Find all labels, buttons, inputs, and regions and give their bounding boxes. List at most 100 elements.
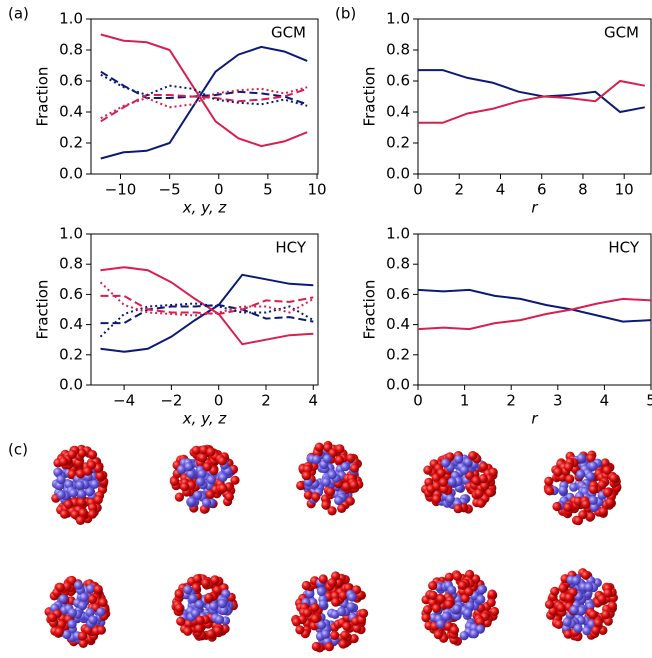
particle-cluster xyxy=(544,451,622,526)
particle xyxy=(170,477,179,486)
y-tick-label: 0.2 xyxy=(59,134,83,152)
particle xyxy=(83,467,92,476)
particle xyxy=(88,450,97,459)
particle xyxy=(432,494,441,503)
particle xyxy=(559,486,568,495)
particle xyxy=(574,624,583,633)
particle xyxy=(48,613,57,622)
particle xyxy=(312,642,321,651)
x-tick-label: 5 xyxy=(263,181,273,199)
particle xyxy=(349,480,358,489)
particle xyxy=(463,608,472,617)
particle xyxy=(589,485,598,494)
particle xyxy=(68,608,77,617)
particle xyxy=(207,475,216,484)
particle-cluster xyxy=(45,576,111,648)
particle xyxy=(319,600,328,609)
particle xyxy=(487,598,496,607)
particle xyxy=(184,462,193,471)
x-tick-label: −4 xyxy=(113,392,135,410)
particle xyxy=(328,470,337,479)
particle xyxy=(558,583,567,592)
annotation: GCM xyxy=(604,24,639,42)
particle xyxy=(96,471,105,480)
y-tick-label: 1.0 xyxy=(386,10,410,28)
x-tick-label: 2 xyxy=(506,392,516,410)
particle xyxy=(428,581,437,590)
particle xyxy=(180,482,189,491)
particle xyxy=(77,498,86,507)
particle xyxy=(576,470,585,479)
particle xyxy=(437,468,446,477)
x-tick-label: 6 xyxy=(537,181,547,199)
x-tick-label: 0 xyxy=(214,392,224,410)
y-tick-label: 0.2 xyxy=(386,134,410,152)
particle xyxy=(454,455,463,464)
particle xyxy=(589,610,598,619)
y-tick-label: 0.8 xyxy=(59,41,83,59)
particle xyxy=(599,507,608,516)
particle xyxy=(346,454,355,463)
particle xyxy=(319,574,328,583)
x-tick-label: 2 xyxy=(454,181,464,199)
particle xyxy=(218,456,227,465)
particle xyxy=(77,490,86,499)
particle xyxy=(453,572,462,581)
y-tick-label: 0.8 xyxy=(59,255,83,273)
particle xyxy=(584,583,593,592)
particle xyxy=(175,589,184,598)
particle xyxy=(347,602,356,611)
x-tick-label: 0 xyxy=(413,181,423,199)
particle xyxy=(454,504,463,513)
particle xyxy=(337,607,346,616)
particle xyxy=(460,631,469,640)
particle xyxy=(55,627,64,636)
y-tick-label: 0.4 xyxy=(386,315,410,333)
particle xyxy=(88,595,97,604)
particle xyxy=(330,631,339,640)
particle xyxy=(445,573,454,582)
x-tick-label: −5 xyxy=(159,181,181,199)
particle xyxy=(434,630,443,639)
x-axis-label: r xyxy=(531,410,538,428)
y-tick-label: 1.0 xyxy=(59,225,83,243)
particle xyxy=(204,593,213,602)
particle-cluster xyxy=(172,574,238,642)
particle-cluster xyxy=(51,445,108,525)
particle xyxy=(59,457,68,466)
particle xyxy=(476,595,485,604)
particle xyxy=(57,490,66,499)
particle xyxy=(442,612,451,621)
particle xyxy=(460,465,469,474)
x-tick-label: 10 xyxy=(615,181,634,199)
figure: (a) (b) (c) 0.00.20.40.60.81.0−10−50510x… xyxy=(0,0,652,658)
particle xyxy=(350,464,359,473)
x-tick-label: −2 xyxy=(160,392,182,410)
particle xyxy=(193,574,202,583)
particle xyxy=(183,585,192,594)
particle xyxy=(556,603,565,612)
particle xyxy=(471,476,480,485)
particle-cluster xyxy=(291,571,368,652)
particle xyxy=(446,494,455,503)
particle xyxy=(346,497,355,506)
particle xyxy=(225,492,234,501)
particle xyxy=(565,474,574,483)
particle xyxy=(436,594,445,603)
particle xyxy=(75,481,84,490)
particle xyxy=(605,498,614,507)
panel-label: (b) xyxy=(335,5,356,23)
particle xyxy=(444,600,453,609)
particle xyxy=(340,631,349,640)
particle xyxy=(196,616,205,625)
particle xyxy=(334,496,343,505)
annotation: HCY xyxy=(608,239,639,257)
particle-cluster xyxy=(296,441,363,516)
particle xyxy=(215,615,224,624)
particle xyxy=(302,471,311,480)
particle xyxy=(321,500,330,509)
particle xyxy=(563,617,572,626)
particle xyxy=(603,466,612,475)
particle xyxy=(210,575,219,584)
y-axis-label: Fraction xyxy=(34,280,52,340)
